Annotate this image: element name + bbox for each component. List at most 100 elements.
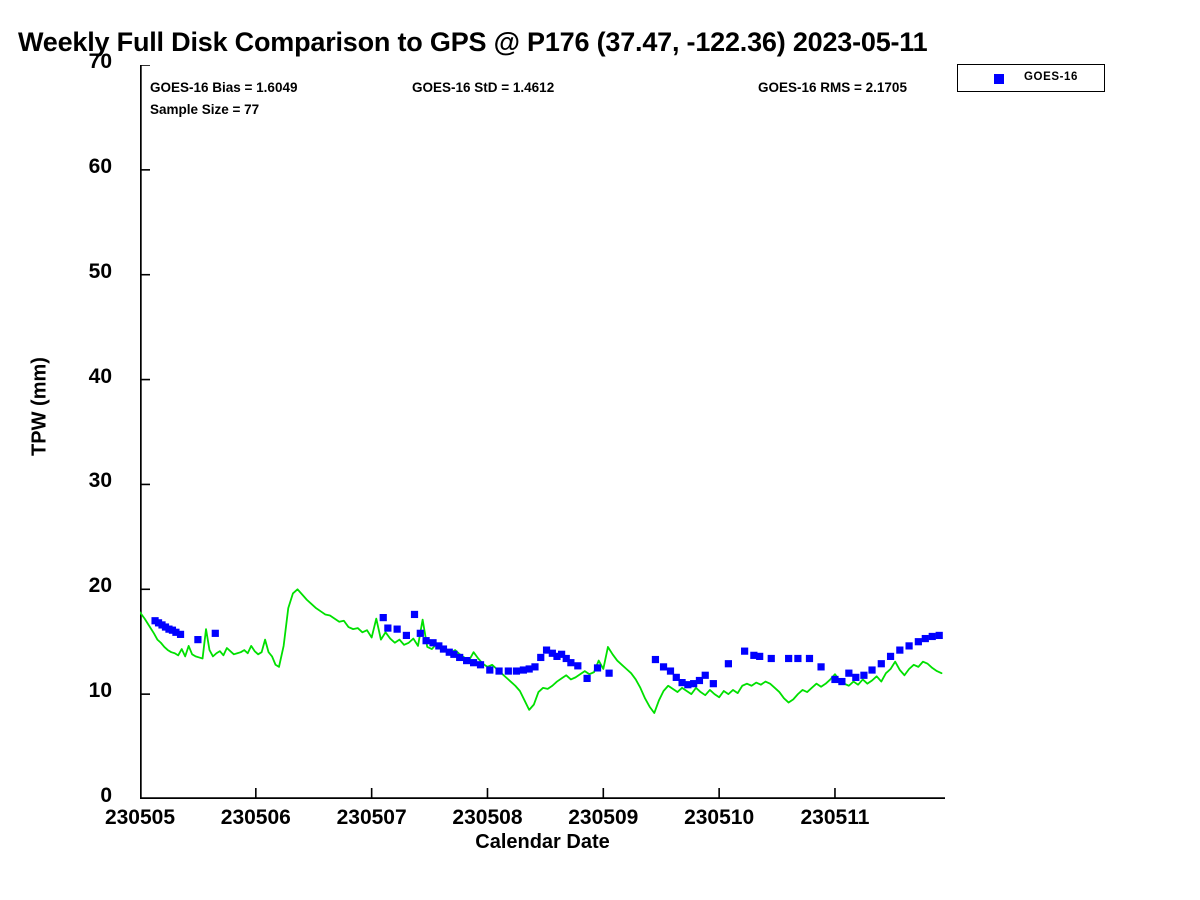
- goes16-data-point: [651, 655, 660, 664]
- stat-std-label: GOES-16 StD = 1.4612: [412, 80, 555, 95]
- axis-lines: [140, 65, 945, 799]
- x-tick-label: 230506: [220, 806, 291, 829]
- x-tick-label: 230508: [452, 806, 523, 829]
- chart-legend[interactable]: GOES-16: [957, 64, 1105, 92]
- goes16-data-point: [914, 638, 922, 646]
- axis-tick-marks: [140, 65, 836, 799]
- goes16-data-point: [553, 652, 561, 660]
- y-tick-label: 70: [88, 50, 112, 73]
- goes16-data-point: [678, 679, 686, 687]
- goes16-data-point: [838, 677, 846, 686]
- goes16-data-point: [817, 663, 825, 671]
- goes16-data-point: [416, 629, 424, 637]
- y-axis-title: TPW (mm): [28, 357, 51, 456]
- goes16-data-point: [562, 654, 570, 663]
- y-tick-label: 0: [100, 784, 112, 807]
- goes16-data-point: [402, 631, 410, 640]
- x-tick-label: 230510: [684, 806, 755, 829]
- goes16-data-point: [429, 639, 437, 647]
- goes16-data-point: [393, 625, 401, 633]
- goes16-data-point: [695, 676, 704, 685]
- goes16-data-point: [750, 651, 758, 659]
- goes16-data-point: [756, 652, 764, 660]
- goes16-data-point: [860, 671, 868, 679]
- goes16-data-point: [495, 667, 503, 675]
- y-tick-label: 40: [88, 364, 112, 388]
- plot-area: [140, 65, 945, 799]
- y-tick-label: 50: [88, 259, 112, 283]
- page-title: Weekly Full Disk Comparison to GPS @ P17…: [18, 27, 928, 57]
- goes16-data-point: [469, 659, 478, 667]
- goes16-data-point: [531, 663, 539, 671]
- goes16-data-point: [445, 648, 453, 656]
- goes16-data-point: [211, 629, 219, 637]
- x-tick-label: 230507: [336, 806, 407, 829]
- goes16-data-point: [463, 656, 471, 665]
- x-tick-label: 230505: [104, 806, 176, 829]
- goes16-data-point: [422, 637, 430, 645]
- legend-label-goes16: GOES-16: [1024, 71, 1079, 83]
- goes16-data-point: [767, 654, 775, 663]
- goes16-data-point: [512, 667, 521, 675]
- x-tick-label: 230511: [800, 806, 870, 829]
- x-tick-label: 230509: [568, 806, 639, 829]
- goes16-data-point: [666, 667, 675, 675]
- goes16-data-point: [684, 681, 692, 689]
- goes16-data-point: [921, 634, 929, 643]
- goes16-data-point: [886, 652, 895, 660]
- x-axis-title: Calendar Date: [475, 831, 610, 853]
- goes16-data-point: [384, 624, 392, 632]
- goes16-data-point: [172, 628, 180, 636]
- goes16-data-point: [868, 666, 876, 674]
- goes16-data-point: [486, 666, 494, 674]
- y-tick-label: 60: [88, 154, 112, 178]
- goes16-data-point: [852, 673, 860, 681]
- goes16-data-point: [379, 614, 387, 622]
- goes16-data-point: [456, 653, 464, 662]
- goes16-data-point: [574, 662, 582, 670]
- goes16-data-point: [794, 654, 802, 663]
- goes16-data-point: [709, 680, 717, 688]
- goes16-data-point: [724, 660, 732, 668]
- goes16-data-point: [905, 642, 913, 650]
- stat-rms-label: GOES-16 RMS = 2.1705: [758, 80, 907, 95]
- plot-svg: [140, 65, 945, 799]
- goes16-data-point: [504, 667, 512, 675]
- gps-line-path: [140, 588, 943, 714]
- goes16-data-point: [672, 673, 680, 681]
- legend-swatch-goes16-icon: [994, 74, 1004, 84]
- goes16-data-point: [476, 661, 485, 669]
- goes16-data-point: [805, 654, 814, 663]
- goes16-data-point: [701, 671, 709, 679]
- goes16-data-point: [831, 675, 839, 684]
- stat-sample-size-label: Sample Size = 77: [150, 102, 260, 117]
- goes16-data-point: [525, 665, 533, 673]
- goes16-data-point: [896, 646, 904, 654]
- goes16-data-point: [845, 669, 853, 677]
- goes16-data-point: [410, 610, 419, 619]
- goes16-data-point: [659, 663, 668, 671]
- goes16-data-point: [542, 646, 551, 654]
- goes16-data-point: [567, 659, 575, 667]
- goes16-data-point: [928, 632, 936, 641]
- goes16-data-point: [176, 630, 185, 638]
- goes16-data-point: [583, 674, 591, 683]
- goes16-data-point: [741, 647, 749, 655]
- goes16-data-point: [593, 664, 602, 672]
- goes16-data-point: [558, 650, 566, 658]
- goes16-data-point: [194, 636, 202, 644]
- goes16-data-point: [785, 654, 793, 663]
- gps-line-series: [140, 588, 943, 714]
- goes16-data-point: [935, 631, 943, 640]
- y-tick-label: 10: [88, 679, 112, 703]
- goes16-data-point: [537, 653, 545, 662]
- goes16-data-point: [548, 649, 556, 657]
- stat-bias-label: GOES-16 Bias = 1.6049: [150, 80, 298, 95]
- goes16-data-point: [435, 642, 443, 650]
- goes16-data-point: [605, 669, 613, 677]
- y-tick-label: 20: [88, 574, 112, 598]
- goes16-data-point: [690, 680, 698, 688]
- goes16-data-point: [877, 660, 885, 668]
- goes16-data-point: [450, 650, 458, 658]
